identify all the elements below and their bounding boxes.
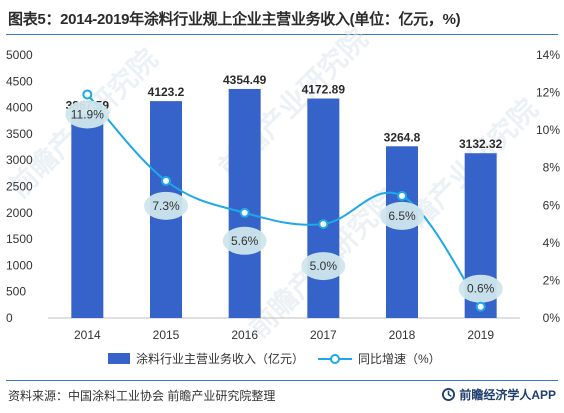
bar xyxy=(71,114,104,319)
y-right-tick-label: 8% xyxy=(543,161,561,175)
y-right-tick-label: 10% xyxy=(536,123,560,137)
growth-data-label: 7.3% xyxy=(152,199,180,213)
growth-data-label: 6.5% xyxy=(388,209,416,223)
x-tick-label: 2017 xyxy=(310,328,337,342)
y-right-tick-label: 6% xyxy=(543,198,561,212)
brand: 前瞻经济学人APP xyxy=(442,386,556,403)
y-left-tick-label: 0 xyxy=(6,311,13,325)
growth-point xyxy=(475,301,486,312)
brand-label: 前瞻经济学人APP xyxy=(459,388,556,402)
growth-label-bubble xyxy=(222,226,267,255)
growth-data-label: 11.9% xyxy=(71,107,104,121)
y-right-tick-label: 0% xyxy=(543,311,561,325)
y-left-tick-label: 3000 xyxy=(6,153,33,167)
y-left-tick-label: 4500 xyxy=(6,74,33,88)
bar xyxy=(228,88,261,318)
growth-data-label: 5.0% xyxy=(310,259,338,273)
source-note: 资料来源：中国涂料工业协会 前瞻产业研究院整理 xyxy=(8,389,276,403)
x-tick-label: 2019 xyxy=(467,328,494,342)
bar-data-label: 4123.2 xyxy=(148,85,185,99)
chart: 前瞻产业研究院前瞻产业研究院前瞻产业研究院前瞻产业研究院050010001500… xyxy=(2,22,561,366)
y-right-tick-label: 4% xyxy=(543,236,561,250)
x-tick-label: 2015 xyxy=(153,328,180,342)
growth-data-label: 5.6% xyxy=(231,234,259,248)
legend-bar-label: 涂料行业主营业务收入（亿元） xyxy=(136,351,304,366)
chart-title: 图表5：2014-2019年涂料行业规上企业主营业务收入(单位：亿元，%) xyxy=(8,11,461,28)
bar-data-label: 4354.49 xyxy=(223,73,267,87)
brand-logo-icon xyxy=(442,388,456,401)
y-left-tick-label: 5000 xyxy=(6,48,33,62)
y-right-tick-label: 2% xyxy=(543,273,561,287)
x-tick-label: 2016 xyxy=(231,328,258,342)
y-left-tick-label: 3500 xyxy=(6,127,33,141)
growth-point xyxy=(397,190,407,201)
bar xyxy=(307,98,340,319)
y-right-tick-label: 12% xyxy=(536,86,560,100)
growth-label-bubble xyxy=(380,201,424,230)
y-left-tick-label: 4000 xyxy=(6,101,33,115)
bar-data-label: 3264.8 xyxy=(384,130,421,144)
growth-point xyxy=(239,207,250,218)
x-tick-label: 2014 xyxy=(74,328,101,342)
y-left-tick-label: 500 xyxy=(6,285,26,299)
y-left-tick-label: 2500 xyxy=(6,180,33,194)
growth-label-bubble xyxy=(144,191,188,220)
growth-label-bubble xyxy=(65,100,110,129)
growth-point xyxy=(82,89,93,100)
title-divider xyxy=(6,34,558,35)
x-tick-label: 2018 xyxy=(389,328,416,342)
y-left-tick-label: 1500 xyxy=(6,232,33,246)
growth-label-bubble xyxy=(458,274,503,303)
y-left-tick-label: 1000 xyxy=(6,258,33,272)
growth-data-label: 0.6% xyxy=(467,282,495,296)
source-divider xyxy=(6,380,558,381)
bar-data-label: 3132.32 xyxy=(459,137,503,151)
legend-line-marker xyxy=(330,354,340,364)
growth-point xyxy=(318,219,329,230)
growth-point xyxy=(161,175,171,186)
bar-data-label: 4172.89 xyxy=(302,83,346,97)
bar xyxy=(386,146,418,318)
legend-bar-swatch xyxy=(108,353,130,364)
y-right-tick-label: 14% xyxy=(536,48,560,62)
legend-line-label: 同比增速（%） xyxy=(358,352,441,366)
growth-label-bubble xyxy=(301,252,346,281)
y-left-tick-label: 2000 xyxy=(6,206,33,220)
